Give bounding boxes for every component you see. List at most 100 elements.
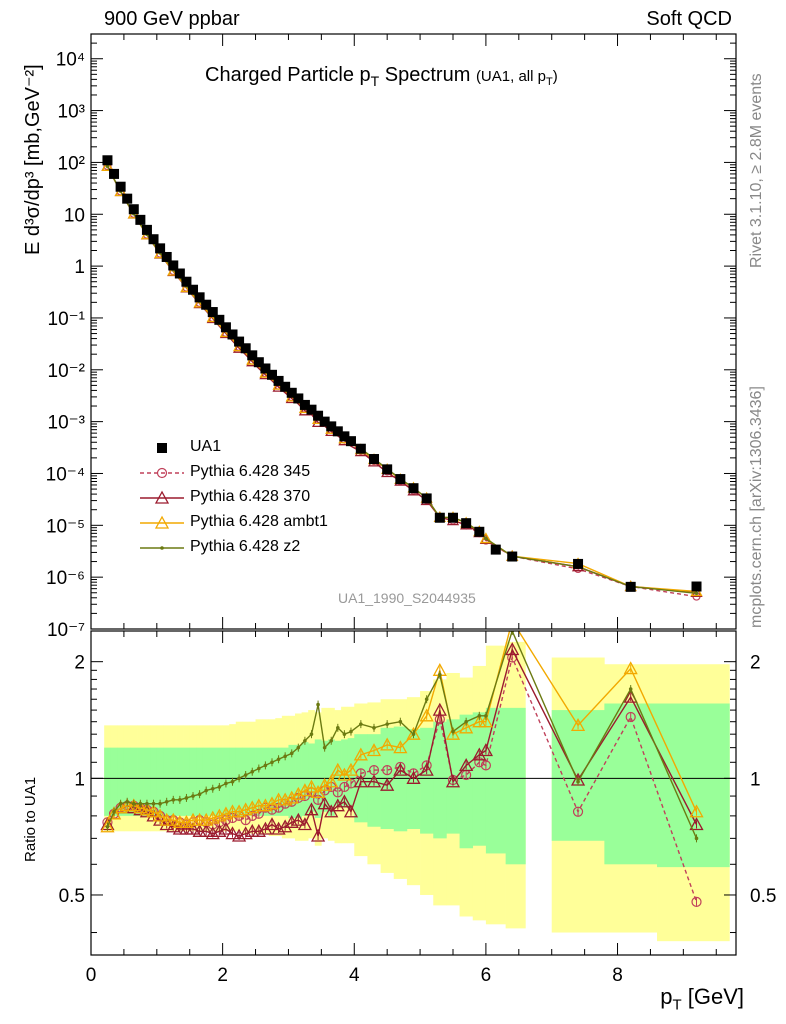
series-4-spectrum-point — [694, 591, 699, 596]
legend-symbol — [140, 546, 184, 550]
series-4-ratio-point — [217, 785, 222, 789]
ua1-data-point — [355, 443, 366, 454]
stat-uncertainty-band — [281, 747, 289, 816]
series-3-ratio-point — [100, 819, 115, 833]
series-3-ratio-point — [689, 804, 704, 818]
ua1-data-point — [240, 343, 251, 354]
bottom-y-axis-label: Ratio to UA1 — [22, 776, 39, 862]
series-4-ratio-point — [329, 738, 334, 743]
stat-uncertainty-band — [604, 703, 658, 865]
top-y-tick-label: 10⁻⁶ — [46, 568, 85, 589]
ua1-data-point — [573, 558, 584, 569]
ua1-data-point — [181, 276, 192, 287]
series-1-spectrum-line — [106, 165, 697, 598]
series-2-ratio-point — [366, 774, 382, 788]
ua1-data-point — [280, 381, 291, 392]
series-3-ratio-point — [133, 800, 148, 814]
top-y-tick-label: 10⁻³ — [48, 413, 86, 434]
stat-uncertainty-band — [248, 747, 256, 816]
legend-marker — [154, 515, 170, 529]
ua1-data-point — [273, 375, 284, 386]
series-2-ratio-point — [159, 817, 174, 831]
x-axis-label-unit: [GeV] — [681, 984, 744, 1009]
title-main: Charged Particle p — [205, 64, 371, 86]
stat-uncertainty-band — [420, 727, 434, 834]
header-right: Soft QCD — [646, 8, 732, 30]
stat-uncertainty-band — [209, 747, 217, 816]
ua1-data-point — [313, 410, 324, 421]
stat-uncertainty-band — [657, 703, 730, 868]
ratio-plot-content — [91, 631, 736, 942]
ua1-data-point — [168, 260, 179, 271]
series-2-ratio-point — [264, 817, 280, 831]
series-1-ratio-point — [625, 711, 636, 723]
ratio-plot-frame — [90, 630, 737, 956]
series-4-ratio-point — [171, 798, 176, 802]
ua1-data-point — [319, 416, 330, 427]
ua1-data-point — [345, 436, 356, 447]
series-3-ratio-point — [317, 777, 332, 791]
mcplots-label: mcplots.cern.ch [arXiv:1306.3436] — [748, 386, 765, 628]
legend-marker — [160, 546, 164, 550]
series-2-ratio-point — [353, 774, 368, 788]
legend-marker — [157, 443, 167, 453]
series-3-ratio-point — [264, 796, 280, 810]
ua1-data-point — [447, 512, 458, 523]
top-y-tick-label: 10³ — [58, 102, 85, 123]
ua1-data-point — [490, 544, 501, 555]
main-plot-content — [101, 155, 703, 601]
series-3-ratio-point — [459, 720, 474, 734]
x-tick-label: 4 — [349, 965, 360, 986]
stat-uncertainty-band — [150, 747, 158, 816]
series-4-ratio-point — [342, 732, 347, 736]
series-2-ratio-point — [297, 817, 312, 831]
stat-uncertainty-band — [327, 739, 335, 816]
series-2-ratio-point — [291, 812, 306, 826]
stat-uncertainty-band — [143, 747, 151, 816]
top-y-tick-label: 10⁴ — [56, 50, 85, 71]
series-4-spectrum-point — [105, 164, 110, 169]
series-1-ratio-point — [339, 781, 350, 793]
series-3-ratio-point — [343, 762, 359, 776]
stat-uncertainty-band — [176, 747, 184, 816]
series-4-ratio-point — [230, 779, 235, 784]
series-4-ratio-point — [424, 697, 429, 702]
top-y-tick-label: 10⁻² — [48, 361, 86, 382]
series-4-ratio-point — [477, 714, 482, 718]
title-small-sub: T — [545, 76, 553, 88]
ua1-data-point — [408, 483, 419, 494]
series-4-ratio-point — [210, 786, 215, 791]
stat-uncertainty-band — [308, 743, 316, 812]
ua1-data-point — [207, 307, 218, 318]
main-plot-frame — [90, 33, 737, 630]
stat-uncertainty-band — [156, 747, 164, 816]
series-4-ratio-point — [398, 719, 403, 724]
series-2-ratio-point — [185, 821, 201, 835]
ua1-data-point — [214, 314, 225, 325]
stat-uncertainty-band — [275, 747, 283, 816]
ua1-data-point — [382, 464, 393, 475]
stat-uncertainty-band — [196, 747, 204, 816]
stat-uncertainty-band — [216, 747, 223, 816]
main-plot-panel — [101, 155, 703, 601]
ua1-data-point — [421, 493, 432, 504]
top-y-tick-label: 10⁻⁷ — [47, 620, 85, 641]
top-y-tick-label: 10² — [58, 153, 85, 174]
series-3-spectrum-point — [479, 532, 493, 544]
series-3-ratio-point — [623, 661, 638, 675]
ua1-data-point — [395, 474, 406, 485]
ua1-data-point — [109, 168, 120, 179]
series-4-ratio-point — [385, 722, 389, 726]
ua1-data-point — [128, 204, 139, 215]
stat-uncertainty-band — [321, 740, 329, 812]
legend-symbol — [157, 443, 167, 453]
series-2-ratio-point — [419, 762, 434, 776]
ua1-data-point — [339, 431, 350, 442]
series-3-spectrum-point — [101, 159, 114, 171]
series-2-ratio-point — [343, 804, 359, 818]
series-2-ratio-point — [505, 642, 520, 656]
ratio-y-tick-label-right: 0.5 — [750, 886, 776, 907]
series-2-ratio-point — [689, 817, 704, 831]
series-1-ratio-point — [382, 765, 393, 776]
title-main-sub: T — [370, 73, 380, 89]
